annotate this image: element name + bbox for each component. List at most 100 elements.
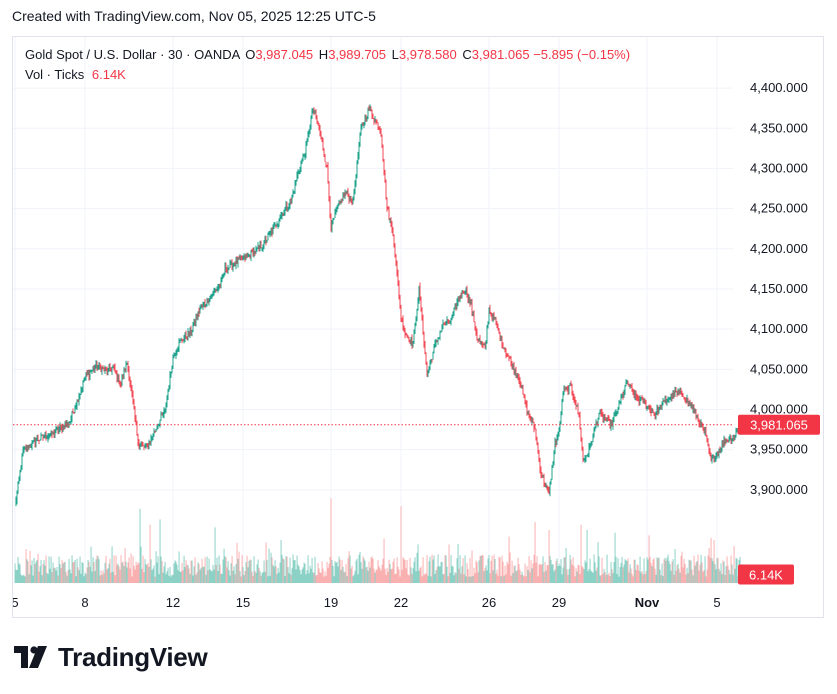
volume-bar bbox=[589, 558, 591, 583]
volume-bar bbox=[112, 571, 114, 583]
volume-bar bbox=[331, 559, 333, 583]
y-tick-label: 4,250.000 bbox=[750, 201, 808, 216]
tradingview-logo[interactable]: TradingView bbox=[14, 642, 208, 672]
volume-bar bbox=[512, 572, 514, 583]
chart-panel[interactable]: 4,400.000 4,350.000 4,300.000 4,250.000 4,20… bbox=[12, 36, 824, 618]
volume-bar bbox=[134, 569, 136, 583]
volume-bar bbox=[198, 563, 200, 583]
volume-bar bbox=[711, 558, 713, 583]
volume-bar bbox=[115, 555, 117, 583]
volume-bar bbox=[386, 567, 388, 583]
volume-bar bbox=[497, 575, 499, 583]
y-tick-label: 4,100.000 bbox=[750, 321, 808, 336]
volume-bar bbox=[601, 557, 603, 583]
volume-bar bbox=[456, 558, 458, 583]
volume-bar bbox=[325, 575, 327, 583]
y-tick-label: 3,900.000 bbox=[750, 482, 808, 497]
volume-bar bbox=[548, 530, 550, 583]
volume-bar bbox=[636, 564, 638, 583]
x-axis[interactable]: 5 8 12 15 19 22 26 29 Nov 5 bbox=[13, 595, 721, 610]
volume-bar bbox=[287, 566, 289, 583]
volume-bar bbox=[461, 566, 463, 583]
volume-bar bbox=[633, 559, 635, 583]
volume-bar bbox=[432, 559, 434, 583]
volume-bar bbox=[227, 561, 229, 583]
volume-bar bbox=[62, 563, 64, 583]
volume-bar bbox=[171, 574, 173, 583]
volume-bar bbox=[111, 546, 113, 583]
volume-bar bbox=[27, 561, 29, 583]
volume-bar bbox=[736, 558, 738, 583]
volume-bar bbox=[304, 563, 306, 583]
volume-bar bbox=[693, 555, 695, 583]
volume-bar bbox=[100, 570, 102, 583]
volume-bar bbox=[19, 564, 21, 583]
volume-bar bbox=[34, 564, 36, 583]
volume-bar bbox=[150, 559, 152, 583]
volume-bar bbox=[594, 562, 596, 583]
volume-bar bbox=[270, 552, 272, 583]
volume-bar bbox=[305, 574, 307, 583]
volume-bar bbox=[15, 569, 17, 583]
volume-bar bbox=[625, 560, 627, 583]
volume-bar bbox=[142, 555, 144, 583]
volume-bar bbox=[476, 562, 478, 583]
volume-bar bbox=[649, 556, 651, 583]
price-chart[interactable]: 4,400.000 4,350.000 4,300.000 4,250.000 4,20… bbox=[13, 37, 823, 617]
volume-bar bbox=[267, 576, 269, 583]
volume-bar bbox=[194, 557, 196, 583]
volume-bar bbox=[654, 568, 656, 583]
volume-bar bbox=[321, 561, 323, 583]
volume-bar bbox=[230, 563, 232, 583]
volume-bar bbox=[575, 568, 577, 583]
volume-bar bbox=[122, 561, 124, 583]
volume-bar bbox=[296, 555, 298, 583]
last-price-tag: 3,981.065 bbox=[738, 414, 820, 435]
volume-bar bbox=[108, 563, 110, 583]
symbol-description[interactable]: Gold Spot / U.S. Dollar · 30 · OANDA bbox=[25, 47, 240, 62]
volume-bar bbox=[337, 566, 339, 583]
volume-tag-bg bbox=[738, 564, 794, 585]
volume-bar bbox=[723, 561, 725, 583]
volume-bar bbox=[547, 565, 549, 583]
volume-bar bbox=[53, 567, 55, 583]
volume-bar bbox=[132, 556, 134, 583]
volume-bar bbox=[94, 571, 96, 583]
volume-bar bbox=[463, 574, 465, 583]
volume-bar bbox=[565, 547, 567, 583]
volume-bar bbox=[682, 567, 684, 583]
volume-bar bbox=[668, 560, 670, 583]
volume-bar bbox=[178, 551, 180, 583]
volume-bar bbox=[288, 573, 290, 583]
volume-bar bbox=[482, 555, 484, 583]
volume-bar bbox=[488, 555, 490, 583]
volume-bar bbox=[183, 555, 185, 583]
y-axis[interactable]: 4,400.000 4,350.000 4,300.000 4,250.000 4,20… bbox=[750, 80, 808, 497]
volume-bar bbox=[353, 574, 355, 583]
volume-bar bbox=[245, 562, 247, 583]
volume-bar bbox=[76, 558, 78, 583]
volume-bar bbox=[703, 570, 705, 583]
volume-bar bbox=[340, 569, 342, 583]
volume-bar bbox=[114, 575, 116, 583]
volume-tag-label: 6.14K bbox=[749, 567, 783, 582]
volume-bar bbox=[56, 566, 58, 583]
volume-bar bbox=[69, 569, 71, 583]
volume-bar bbox=[628, 572, 630, 583]
volume-bar bbox=[390, 569, 392, 583]
volume-bar bbox=[496, 569, 498, 583]
volume-bar bbox=[694, 565, 696, 583]
volume-bar bbox=[359, 551, 361, 583]
low-value: 3,978.580 bbox=[398, 47, 457, 62]
volume-bar bbox=[454, 572, 456, 583]
volume-bar bbox=[493, 554, 495, 583]
volume-bar bbox=[484, 568, 486, 583]
volume-label[interactable]: Vol · Ticks bbox=[25, 67, 85, 82]
volume-bar bbox=[556, 558, 558, 583]
volume-bar bbox=[515, 571, 517, 583]
volume-bar bbox=[33, 557, 35, 583]
volume-bar bbox=[518, 564, 520, 583]
volume-bar bbox=[399, 576, 401, 583]
volume-bar bbox=[89, 566, 91, 583]
volume-bar bbox=[380, 570, 382, 583]
